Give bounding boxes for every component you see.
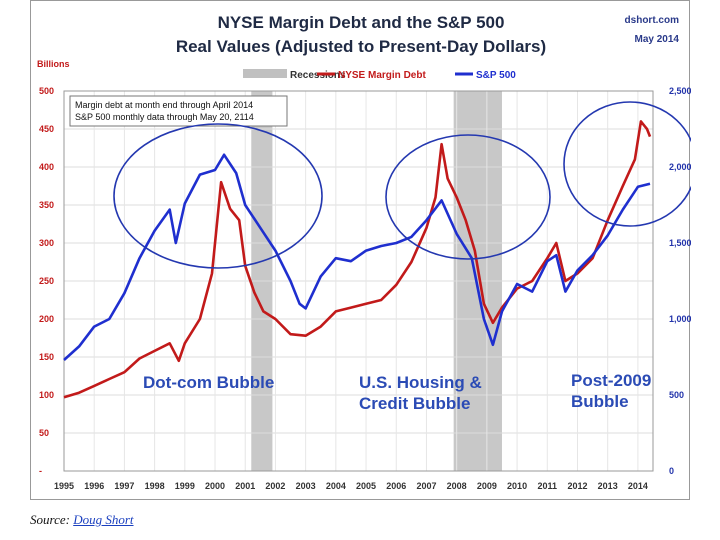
data-note-line: S&P 500 monthly data through May 20, 211… [75, 112, 254, 122]
chart-title: NYSE Margin Debt and the S&P 500 [218, 13, 505, 32]
annotation-label-1: Dot-com Bubble [143, 373, 274, 392]
chart-frame: NYSE Margin Debt and the S&P 500 Real Val… [30, 0, 691, 500]
x-tick: 2008 [447, 481, 467, 491]
x-tick: 2007 [416, 481, 436, 491]
source-author-link[interactable]: Doug Short [73, 512, 134, 527]
x-tick: 2003 [296, 481, 316, 491]
legend-label-sp500: S&P 500 [476, 70, 516, 81]
post2009-bubble-circle [563, 101, 691, 227]
sp500-line [63, 153, 651, 361]
x-tick: 1997 [114, 481, 134, 491]
y-left-tick: 50 [39, 428, 49, 438]
y-left-tick: 500 [39, 86, 54, 96]
y-left-tick: 200 [39, 314, 54, 324]
annotation-label-2: Credit Bubble [359, 394, 470, 413]
x-tick: 2014 [628, 481, 648, 491]
data-note-line: Margin debt at month end through April 2… [75, 100, 253, 110]
x-tick: 2005 [356, 481, 376, 491]
y-right-tick: 0 [669, 466, 674, 476]
x-tick: 1999 [175, 481, 195, 491]
source-prefix: Source: [30, 512, 70, 527]
y-right-tick: 2,500 [669, 86, 691, 96]
y-left-tick: - [39, 466, 42, 476]
x-tick: 2013 [598, 481, 618, 491]
x-tick: 2010 [507, 481, 527, 491]
brand-label: dshort.com [625, 15, 680, 26]
x-tick: 2006 [386, 481, 406, 491]
y-left-tick: 400 [39, 162, 54, 172]
housing-bubble-circle [385, 134, 551, 260]
x-tick: 1996 [84, 481, 104, 491]
chart-svg: NYSE Margin Debt and the S&P 500 Real Val… [37, 13, 691, 491]
x-tick: 1998 [145, 481, 165, 491]
y-right-tick: 1,500 [669, 238, 691, 248]
y-right-tick: 500 [669, 390, 684, 400]
legend-label-margin-debt: NYSE Margin Debt [338, 70, 426, 81]
plot-border [63, 90, 654, 472]
x-tick: 2004 [326, 481, 346, 491]
annotation-label-3: Bubble [571, 392, 629, 411]
annotation-label-3: Post-2009 [571, 371, 651, 390]
y-left-tick: 150 [39, 352, 54, 362]
annotation-label-2: U.S. Housing & [359, 373, 482, 392]
x-tick: 2009 [477, 481, 497, 491]
x-tick: 2002 [265, 481, 285, 491]
x-tick: 2000 [205, 481, 225, 491]
y-left-tick: 450 [39, 124, 54, 134]
brand-date: May 2014 [635, 34, 680, 45]
y-left-tick: 350 [39, 200, 54, 210]
y-right-tick: 2,000 [669, 162, 691, 172]
x-tick: 2011 [538, 481, 558, 491]
margin-debt-line [63, 120, 652, 399]
y-left-label: Billions [37, 59, 70, 69]
x-tick: 1995 [54, 481, 74, 491]
source-caption: Source: Doug Short [30, 512, 134, 528]
y-left-tick: 250 [39, 276, 54, 286]
x-tick: 2012 [567, 481, 587, 491]
y-right-tick: 1,000 [669, 314, 691, 324]
dotcom-bubble-circle [113, 123, 323, 269]
data-note-box [69, 95, 288, 127]
x-tick: 2001 [235, 481, 255, 491]
y-left-tick: 100 [39, 390, 54, 400]
legend-swatch-recessions [243, 69, 287, 78]
y-left-tick: 300 [39, 238, 54, 248]
chart-subtitle: Real Values (Adjusted to Present-Day Dol… [176, 37, 546, 56]
